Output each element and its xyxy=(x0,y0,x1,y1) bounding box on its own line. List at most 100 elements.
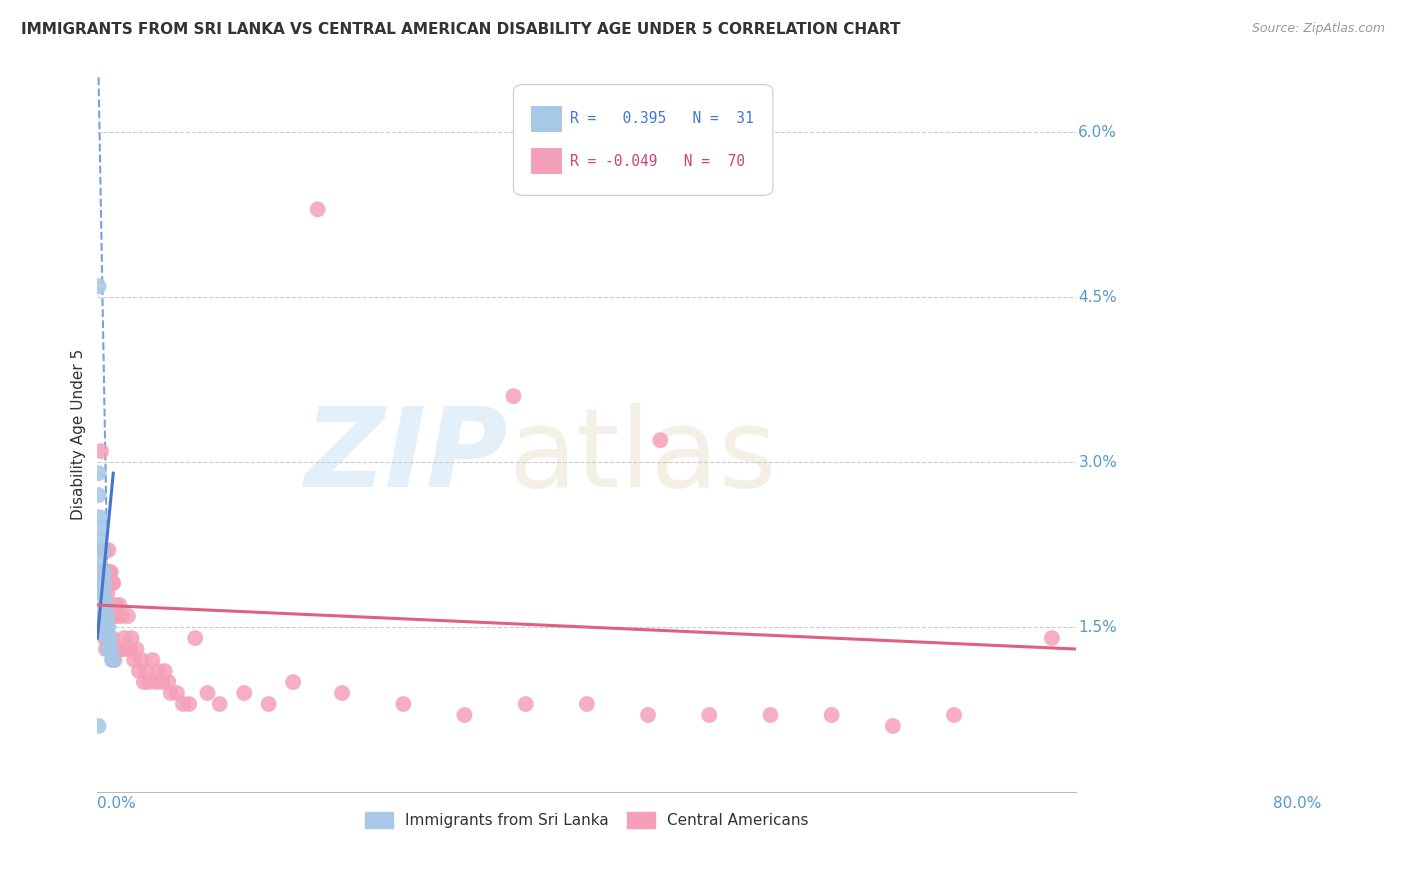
Point xyxy=(153,664,176,678)
Point xyxy=(117,609,139,624)
Point xyxy=(90,565,112,579)
FancyBboxPatch shape xyxy=(513,85,773,195)
Point xyxy=(166,686,188,700)
Point xyxy=(515,697,537,711)
Point xyxy=(89,510,111,524)
Text: 4.5%: 4.5% xyxy=(1078,290,1118,305)
Point xyxy=(138,675,160,690)
Point xyxy=(90,521,112,535)
Point xyxy=(108,598,131,612)
Point xyxy=(392,697,415,711)
Text: R = -0.049   N =  70: R = -0.049 N = 70 xyxy=(571,153,745,169)
Point xyxy=(125,642,148,657)
Point xyxy=(128,664,150,678)
Text: R =   0.395   N =  31: R = 0.395 N = 31 xyxy=(571,112,754,127)
Point xyxy=(93,620,115,634)
Point xyxy=(159,686,181,700)
Point xyxy=(96,631,118,645)
Point xyxy=(179,697,201,711)
Point xyxy=(94,576,117,591)
Point xyxy=(91,565,114,579)
Point xyxy=(184,631,207,645)
Point xyxy=(98,631,121,645)
Point xyxy=(112,631,135,645)
Point xyxy=(502,389,524,403)
Point xyxy=(103,653,125,667)
Point xyxy=(89,576,111,591)
Point xyxy=(1040,631,1063,645)
Point xyxy=(94,620,117,634)
Point xyxy=(283,675,305,690)
Point xyxy=(637,708,659,723)
Point xyxy=(157,675,180,690)
Point xyxy=(101,576,124,591)
Point xyxy=(148,664,170,678)
Point xyxy=(97,642,120,657)
Text: 6.0%: 6.0% xyxy=(1078,125,1118,140)
Point xyxy=(820,708,842,723)
Point xyxy=(87,466,110,480)
Point xyxy=(208,697,231,711)
Point xyxy=(93,576,115,591)
Point xyxy=(172,697,194,711)
Point xyxy=(94,598,117,612)
Point xyxy=(93,587,115,601)
Point xyxy=(91,609,114,624)
Text: 1.5%: 1.5% xyxy=(1078,620,1118,634)
Point xyxy=(100,565,122,579)
Point xyxy=(97,543,120,558)
Point xyxy=(93,565,115,579)
Point xyxy=(96,620,118,634)
Point xyxy=(93,631,115,645)
Point xyxy=(93,587,115,601)
Point xyxy=(98,565,121,579)
Point xyxy=(103,642,125,657)
Point xyxy=(93,620,115,634)
Point xyxy=(87,488,110,502)
Point xyxy=(94,642,117,657)
Point xyxy=(257,697,280,711)
Text: 3.0%: 3.0% xyxy=(1078,455,1118,470)
Bar xyxy=(531,148,562,174)
Point xyxy=(197,686,219,700)
Point xyxy=(882,719,904,733)
Point xyxy=(759,708,782,723)
Text: 80.0%: 80.0% xyxy=(1272,796,1322,811)
Text: Source: ZipAtlas.com: Source: ZipAtlas.com xyxy=(1251,22,1385,36)
Point xyxy=(131,653,153,667)
Point xyxy=(111,609,134,624)
Point xyxy=(150,675,173,690)
Point xyxy=(91,609,114,624)
Point xyxy=(650,433,672,447)
Point xyxy=(575,697,598,711)
Point xyxy=(90,543,112,558)
Point xyxy=(98,631,121,645)
Point xyxy=(943,708,966,723)
Point xyxy=(101,653,124,667)
Point xyxy=(103,653,125,667)
Point xyxy=(135,664,157,678)
Point xyxy=(141,653,163,667)
Point xyxy=(132,675,155,690)
Point xyxy=(307,202,329,217)
Point xyxy=(105,609,128,624)
Bar xyxy=(531,106,562,132)
Point xyxy=(96,609,118,624)
Point xyxy=(91,587,114,601)
Point xyxy=(145,675,167,690)
Point xyxy=(97,642,120,657)
Point xyxy=(87,279,110,293)
Point xyxy=(104,598,127,612)
Point xyxy=(112,642,135,657)
Point xyxy=(93,598,115,612)
Point xyxy=(103,609,125,624)
Point xyxy=(121,631,143,645)
Text: IMMIGRANTS FROM SRI LANKA VS CENTRAL AMERICAN DISABILITY AGE UNDER 5 CORRELATION: IMMIGRANTS FROM SRI LANKA VS CENTRAL AME… xyxy=(21,22,901,37)
Text: ZIP: ZIP xyxy=(305,402,509,509)
Point xyxy=(93,543,115,558)
Point xyxy=(91,543,114,558)
Y-axis label: Disability Age Under 5: Disability Age Under 5 xyxy=(72,349,86,520)
Point xyxy=(697,708,720,723)
Text: 0.0%: 0.0% xyxy=(97,796,136,811)
Point xyxy=(100,642,122,657)
